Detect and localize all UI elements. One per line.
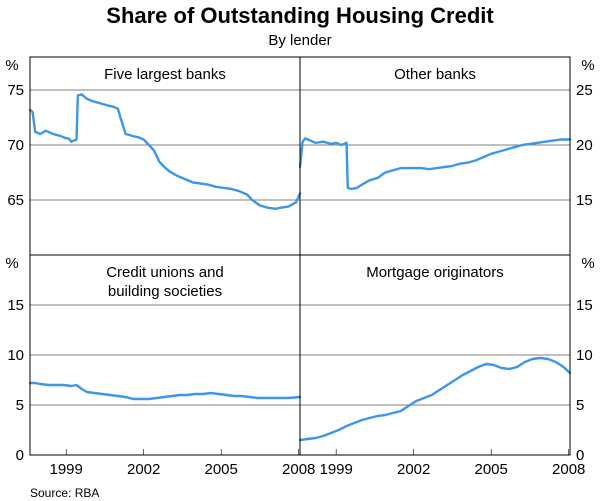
y-tick-label: 20 — [576, 137, 593, 154]
y-tick-label: 70 — [7, 137, 24, 154]
panel-mortgage-originators: Mortgage originators % 0 5 10 15 1999 2002 20… — [298, 254, 595, 478]
y-unit-label: % — [581, 57, 594, 74]
panel-title-credit-unions-line-2: building societies — [108, 283, 222, 300]
panel-title-mortgage-originators: Mortgage originators — [366, 264, 504, 281]
y-tick-label: 10 — [576, 347, 593, 364]
x-tick-label: 2005 — [205, 461, 238, 478]
y-unit-label: % — [581, 255, 594, 272]
y-tick-label: 15 — [576, 192, 593, 209]
source-note: Source: RBA — [30, 486, 99, 500]
y-tick-label: 0 — [16, 447, 24, 464]
x-tick-label: 2008 — [552, 461, 585, 478]
series-line-other-banks — [298, 137, 572, 191]
x-tick-label: 2002 — [397, 461, 430, 478]
x-tick-label: 2002 — [127, 461, 160, 478]
panel-title-other-banks: Other banks — [394, 66, 476, 83]
y-tick-label: 65 — [7, 192, 24, 209]
y-tick-label: 15 — [7, 297, 24, 314]
y-tick-label: 10 — [7, 347, 24, 364]
y-unit-label: % — [5, 57, 18, 74]
chart-title: Share of Outstanding Housing Credit — [106, 3, 494, 28]
series-line-five-largest-banks — [28, 93, 302, 210]
panel-title-credit-unions-line-1: Credit unions and — [106, 264, 224, 281]
x-tick-label: 1999 — [49, 461, 82, 478]
x-tick-label: 2008 — [282, 461, 315, 478]
y-tick-label: 5 — [576, 397, 584, 414]
y-tick-label: 75 — [7, 82, 24, 99]
y-unit-label: % — [5, 255, 18, 272]
panel-other-banks: Other banks % 15 20 25 — [298, 56, 595, 256]
y-tick-label: 15 — [576, 297, 593, 314]
panel-credit-unions: Credit unions and building societies % 0… — [5, 254, 315, 478]
panel-frame — [299, 254, 571, 456]
series-line-mortgage-originators — [298, 356, 572, 442]
panel-frame — [299, 56, 571, 256]
panel-title-five-largest-banks: Five largest banks — [104, 66, 226, 83]
x-tick-label: 1999 — [319, 461, 352, 478]
x-tick-label: 2005 — [475, 461, 508, 478]
chart-subtitle: By lender — [268, 32, 331, 49]
y-tick-label: 25 — [576, 82, 593, 99]
y-tick-label: 5 — [16, 397, 24, 414]
y-tick-label: 0 — [576, 447, 584, 464]
panel-frame — [29, 56, 301, 256]
panel-five-largest-banks: Five largest banks % 65 70 75 — [5, 56, 302, 256]
series-line-credit-unions — [28, 381, 302, 401]
